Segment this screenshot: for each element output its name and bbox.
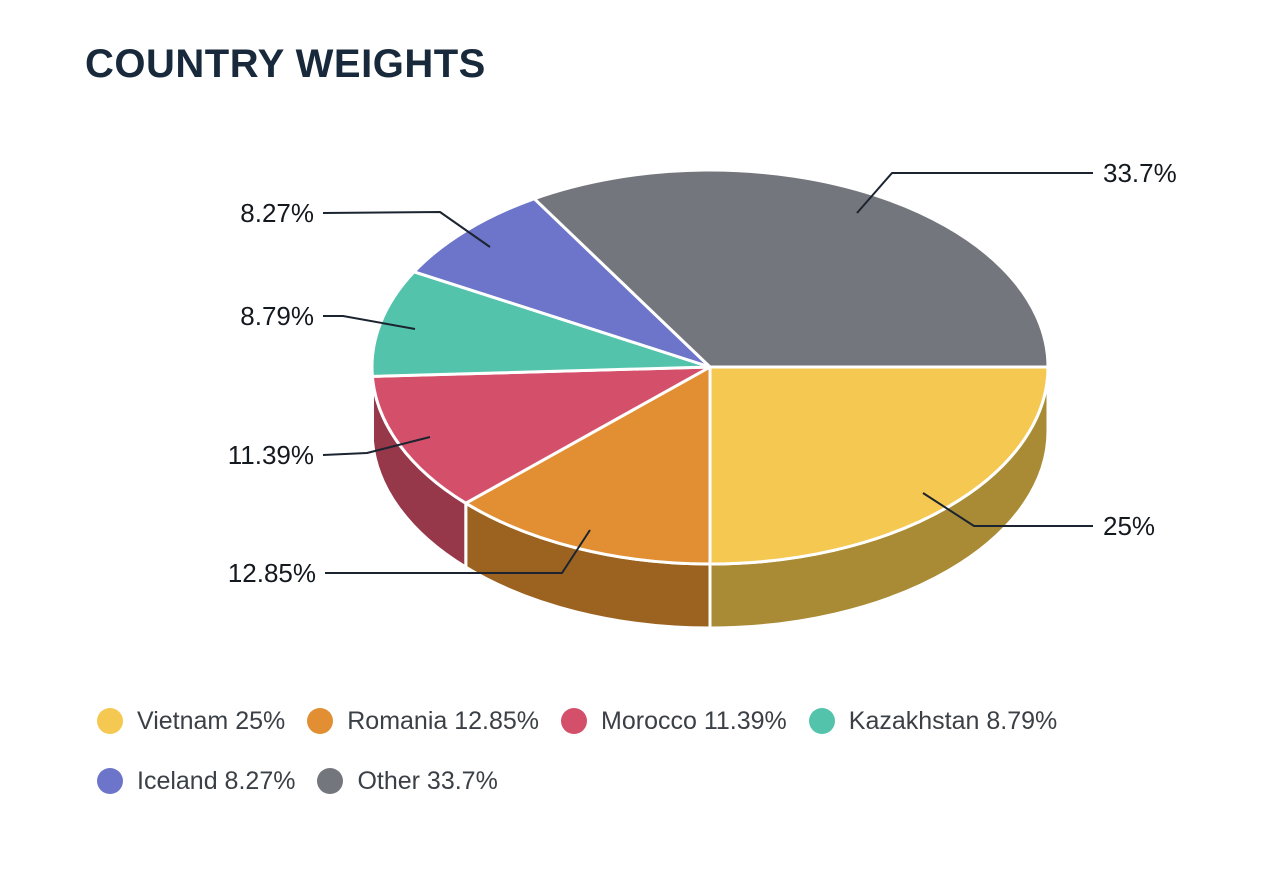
legend-swatch-morocco (561, 708, 588, 734)
slice-label-vietnam: 25% (1103, 511, 1155, 541)
slice-label-morocco: 11.39% (228, 440, 314, 470)
slice-label-romania: 12.85% (228, 558, 316, 588)
legend-item-kazakhstan[interactable]: Kazakhstan 8.79% (808, 706, 1058, 736)
slice-label-other: 33.7% (1103, 158, 1177, 188)
legend-swatch-other (317, 768, 344, 794)
legend-swatch-iceland (97, 768, 123, 794)
legend-swatch-romania (307, 708, 334, 734)
legend-label: Morocco 11.39% (601, 707, 787, 735)
legend-swatch-kazakhstan (808, 708, 835, 734)
label-line-romania (325, 529, 591, 574)
slice-label-iceland: 8.27% (240, 198, 314, 228)
legend-label: Vietnam 25% (137, 707, 286, 735)
legend-label: Other 33.7% (357, 767, 498, 795)
label-line-other (856, 172, 1093, 214)
legend-label: Kazakhstan 8.79% (848, 707, 1058, 735)
slice-label-kazakhstan: 8.79% (240, 301, 314, 331)
chart-legend: Vietnam 25% Romania 12.85% Morocco 11.39… (97, 706, 1177, 796)
label-line-kazakhstan (323, 315, 416, 330)
label-line-vietnam (922, 492, 1093, 527)
pie-slice-other[interactable] (532, 168, 1050, 369)
pie-slice-vietnam[interactable] (708, 365, 1050, 566)
legend-label: Romania 12.85% (347, 707, 540, 735)
label-line-morocco (322, 436, 431, 456)
legend-item-romania[interactable]: Romania 12.85% (307, 706, 539, 736)
legend-item-iceland[interactable]: Iceland 8.27% (97, 766, 295, 796)
legend-item-other[interactable]: Other 33.7% (317, 766, 498, 796)
legend-swatch-vietnam (97, 708, 123, 734)
legend-item-vietnam[interactable]: Vietnam 25% (97, 706, 285, 736)
page-title: COUNTRY WEIGHTS (85, 42, 486, 86)
label-line-iceland (322, 211, 491, 248)
legend-item-morocco[interactable]: Morocco 11.39% (561, 706, 787, 736)
legend-label: Iceland 8.27% (137, 767, 296, 795)
